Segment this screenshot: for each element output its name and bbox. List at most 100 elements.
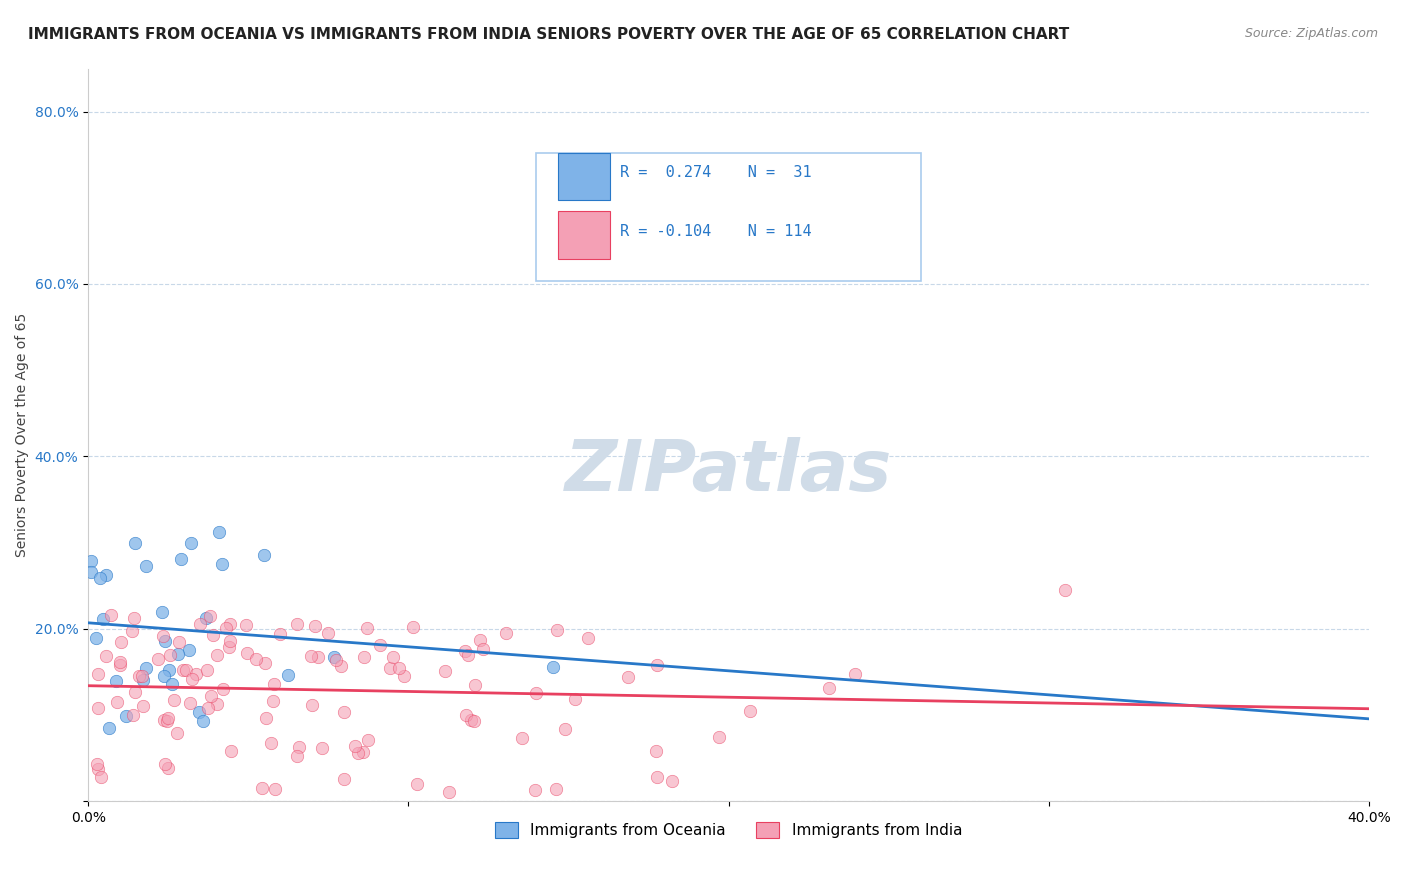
Point [80, 554, 103, 568]
FancyBboxPatch shape [558, 153, 610, 201]
Point [197, 701, 219, 715]
Point [322, 650, 344, 665]
Point [221, 743, 243, 757]
Point [132, 698, 155, 713]
Point [245, 651, 267, 665]
Point [468, 632, 491, 647]
Point [269, 627, 291, 641]
Point [114, 709, 136, 723]
Point [170, 552, 193, 566]
Point [307, 649, 329, 664]
Point [524, 782, 547, 797]
Point [329, 658, 352, 673]
Point [89, 571, 111, 585]
Point [460, 714, 482, 728]
Point [388, 660, 411, 674]
Point [218, 640, 240, 655]
Point [368, 638, 391, 652]
Point [201, 627, 224, 641]
Point [135, 559, 157, 574]
Point [188, 616, 211, 631]
Point [167, 635, 190, 649]
Point [544, 782, 567, 797]
Point [576, 631, 599, 645]
Point [153, 757, 176, 772]
Point [253, 549, 276, 563]
Point [157, 711, 180, 725]
Point [738, 705, 761, 719]
Point [215, 621, 238, 635]
Point [86, 763, 108, 777]
Point [332, 705, 354, 719]
Point [818, 681, 841, 696]
Point [91, 612, 114, 626]
Point [554, 722, 576, 736]
Point [524, 686, 547, 700]
Point [205, 648, 228, 662]
Point [645, 744, 668, 758]
Point [148, 652, 170, 666]
Point [392, 669, 415, 683]
Point [299, 648, 322, 663]
Point [472, 641, 495, 656]
Point [162, 677, 184, 691]
Point [124, 610, 146, 624]
Point [253, 656, 276, 670]
Point [645, 770, 668, 784]
Point [262, 694, 284, 708]
Point [378, 661, 401, 675]
Point [346, 747, 368, 761]
Point [332, 772, 354, 787]
Point [356, 621, 378, 635]
Point [176, 663, 198, 677]
Point [464, 678, 486, 692]
Point [172, 664, 194, 678]
Point [264, 781, 287, 796]
Point [541, 660, 564, 674]
Y-axis label: Seniors Poverty Over the Age of 65: Seniors Poverty Over the Age of 65 [15, 312, 30, 557]
Text: R = -0.104    N = 114: R = -0.104 N = 114 [620, 224, 811, 239]
Text: R =  0.274    N =  31: R = 0.274 N = 31 [620, 165, 811, 180]
Point [211, 557, 233, 571]
Point [218, 633, 240, 648]
Point [128, 669, 150, 683]
Point [86, 756, 108, 771]
Point [454, 644, 477, 658]
Point [153, 669, 176, 683]
Point [260, 735, 283, 749]
Point [343, 739, 366, 753]
Point [159, 648, 181, 662]
Text: ZIPatlas: ZIPatlas [565, 437, 893, 506]
Point [163, 693, 186, 707]
Point [433, 664, 456, 678]
Point [352, 745, 374, 759]
Point [304, 618, 326, 632]
Point [844, 666, 866, 681]
Point [179, 697, 201, 711]
Point [124, 536, 146, 550]
Point [167, 647, 190, 661]
Point [87, 701, 110, 715]
Point [456, 708, 478, 723]
Point [180, 536, 202, 550]
Point [94, 568, 117, 582]
Point [707, 730, 730, 744]
Point [80, 566, 103, 580]
Point [152, 629, 174, 643]
Point [131, 669, 153, 683]
Point [186, 666, 208, 681]
FancyBboxPatch shape [558, 211, 610, 259]
Point [135, 661, 157, 675]
Point [219, 616, 242, 631]
Point [285, 748, 308, 763]
Point [235, 646, 257, 660]
Point [94, 649, 117, 664]
Point [1053, 582, 1076, 597]
Point [157, 663, 180, 677]
Point [254, 711, 277, 725]
Point [208, 525, 231, 540]
Point [205, 697, 228, 711]
Point [250, 781, 273, 796]
Point [200, 689, 222, 703]
Point [90, 770, 112, 784]
